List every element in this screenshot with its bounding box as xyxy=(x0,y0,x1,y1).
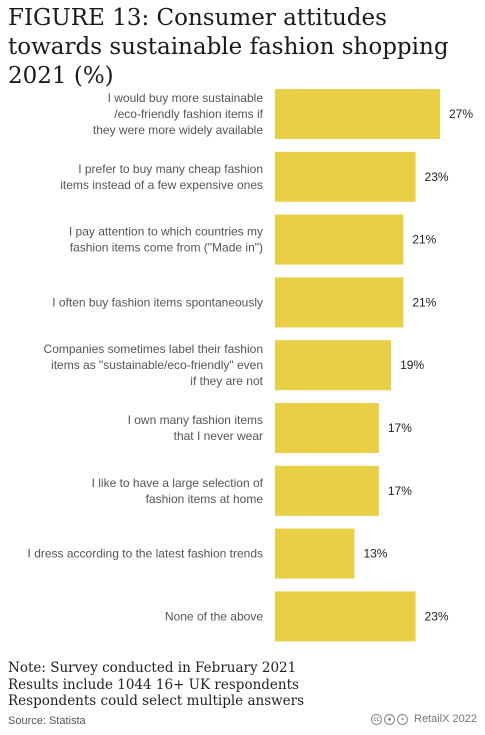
category-label: they were more widely available xyxy=(93,123,263,137)
value-label: 21% xyxy=(412,295,436,309)
chart-notes: Note: Survey conducted in February 2021 … xyxy=(8,660,478,710)
category-label: items as "sustainable/eco-friendly" even xyxy=(51,358,263,372)
note-line: Results include 1044 16+ UK respondents xyxy=(8,676,299,693)
chart-title: FIGURE 13: Consumer attitudes towards su… xyxy=(8,5,449,89)
nd-icon: = xyxy=(397,713,408,725)
bar xyxy=(275,591,416,642)
bar xyxy=(275,403,379,453)
by-icon: ● xyxy=(384,713,395,725)
brand-name: RetailX 2022 xyxy=(414,713,477,725)
category-label: /eco-friendly fashion items if xyxy=(114,107,263,121)
value-label: 23% xyxy=(425,609,449,623)
category-label: I dress according to the latest fashion … xyxy=(28,547,263,561)
note-line: Note: Survey conducted in February 2021 xyxy=(8,660,297,676)
category-label: that I never wear xyxy=(174,429,263,443)
value-label: 17% xyxy=(388,421,412,435)
bar xyxy=(275,89,440,139)
note-line: Respondents could select multiple answer… xyxy=(8,693,305,709)
category-label: I would buy more sustainable xyxy=(108,91,264,105)
category-label: if they are not xyxy=(190,374,263,388)
category-label: None of the above xyxy=(165,609,263,623)
value-label: 17% xyxy=(388,484,412,498)
source-label: Source: Statista xyxy=(8,715,86,727)
bar xyxy=(275,277,404,328)
category-label: items instead of a few expensive ones xyxy=(60,178,263,192)
value-label: 19% xyxy=(400,358,424,372)
category-label: I often buy fashion items spontaneously xyxy=(52,295,263,309)
bar xyxy=(275,214,404,265)
category-label: I pay attention to which countries my xyxy=(69,225,263,239)
value-label: 27% xyxy=(449,107,473,121)
category-label: I own many fashion items xyxy=(128,413,263,427)
category-label: Companies sometimes label their fashion xyxy=(44,342,263,356)
category-label: I like to have a large selection of xyxy=(92,476,264,490)
bar xyxy=(275,528,355,579)
value-label: 21% xyxy=(412,233,436,247)
bar xyxy=(275,340,392,391)
bar xyxy=(275,465,379,516)
category-label: I prefer to buy many cheap fashion xyxy=(78,162,263,176)
bar xyxy=(275,151,416,202)
brand-footer: cc ● = RetailX 2022 xyxy=(371,713,477,725)
value-label: 13% xyxy=(363,547,387,561)
category-label: fashion items come from ("Made in") xyxy=(70,241,263,255)
category-label: fashion items at home xyxy=(146,492,264,506)
cc-icon: cc xyxy=(371,713,382,725)
value-label: 23% xyxy=(425,170,449,184)
